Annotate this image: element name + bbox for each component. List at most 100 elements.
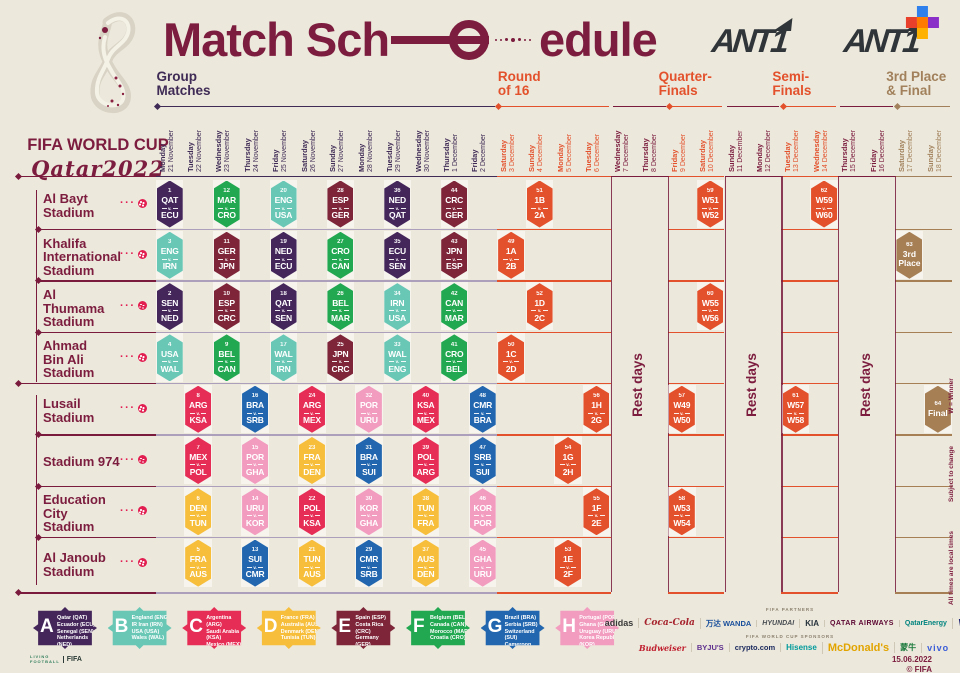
date-day: Monday [157,143,167,172]
date-column-25: Thursday 15 December [838,106,866,174]
match-number: 49 [507,239,515,246]
match-team-a: JPN [446,246,463,257]
match-team-a: QAT [275,297,292,308]
date-column-22: Monday 12 December [753,106,781,174]
vs-label: v. [361,462,377,467]
grid-top-rule [496,176,611,178]
match-number: 35 [393,239,401,246]
section-rule [726,105,780,107]
date-column-3: Wednesday 23 November [212,106,240,174]
football-icon [137,403,147,413]
match-12: 12 MAR v. CRO [213,180,240,228]
match-team-b: SEN [275,312,292,323]
match-number: 39 [422,444,430,451]
vs-label: v. [389,359,405,364]
group-teams: Brazil (BRA) Serbia (SRB) Switzerland (S… [504,615,538,655]
date-label: Sunday 4 December [527,108,554,172]
match-team-a: CRO [331,246,350,257]
date-day: Tuesday [385,142,395,172]
stadium-label-2: Khalifa International Stadium [43,235,122,278]
match-team-b: CMR [245,569,265,580]
dots-icon: ··· [120,556,136,569]
match-21: 21 TUN v. AUS [298,539,325,587]
match-number: 15 [251,444,259,451]
match-team-a: CRO [445,348,464,359]
date-label: Monday 21 November [157,108,185,172]
match-team-a: 1E [563,554,574,565]
date-label: Monday 12 December [755,108,782,172]
date-column-14: Sunday 4 December [525,106,553,174]
match-team-b: SEN [388,261,406,272]
partner-logo-kia: KIA [799,618,824,628]
row-separator [895,280,953,282]
section-rule [783,105,837,107]
match-57: 57 W49 v. W50 [668,385,695,433]
date-day: Monday [555,143,565,172]
match-team-a: SUI [248,554,262,565]
vs-label: v. [446,359,462,364]
date-value: 4 December [536,133,544,172]
row-separator [155,280,497,282]
match-number: 40 [422,393,430,400]
match-team-a: 1C [505,348,517,359]
sponsor-logo-mcd: McDonald's [821,641,894,654]
title-right: edule [539,13,658,66]
match-51: 51 1B v. 2A [526,180,553,228]
match-team-a: 1F [591,502,602,513]
match-number: 14 [251,495,259,502]
match-number: 54 [564,444,572,451]
match-7: 7 MEX v. POL [185,437,212,484]
match-34: 34 IRN v. USA [384,283,411,331]
match-team-b: CRC [217,312,236,323]
row-separator [496,434,611,436]
row-separator [667,592,725,594]
match-team-b: GHA [245,466,265,477]
match-63: 63 3rd Place [896,231,923,279]
match-team-b: CAN [217,363,236,374]
diamond-bullet-icon [14,379,22,388]
grid-top-rule [667,176,725,178]
group-badge-A: A Qatar (QAT) Ecuador (ECU) Senegal (SEN)… [33,607,97,649]
date-value: 11 December [736,130,743,172]
match-team-b: 2E [591,517,602,528]
fifa-world-cup-wordmark: FIFA WORLD CUP Qatar2022 [18,136,178,181]
date-day: Wednesday [413,130,423,172]
match-44: 44 CRC v. GER [441,180,468,228]
date-label: Saturday 3 December [499,108,526,172]
group-letter: E [338,616,352,637]
date-label: Sunday 11 December [727,108,754,172]
date-day: Sunday [328,144,338,172]
vs-label: v. [332,308,348,313]
vs-label: v. [674,513,690,518]
match-team-b: 2D [505,363,517,374]
match-17: 17 WAL v. IRN [270,334,297,382]
match-team-b: KSA [189,415,207,426]
vs-label: v. [275,206,291,211]
row-separator [895,434,953,436]
stadium-label-6: Stadium 974 [43,454,120,470]
match-team-b: GHA [359,517,379,528]
match-61: 61 W57 v. W58 [782,385,809,433]
vs-label: v. [446,257,462,262]
match-number: 42 [450,290,458,297]
match-team-b: URU [473,569,492,580]
ant1-flag-icon [773,18,793,31]
date-value: 26 November [309,129,317,172]
row-separator [38,485,156,487]
row-separator [895,229,953,231]
match-team-a: CMR [473,400,493,411]
match-number: 17 [280,341,287,348]
match-team-b: MAR [444,312,464,323]
match-team-b: ENG [388,363,407,374]
match-number: 26 [337,290,344,297]
partner-logo-wanda: 万达 WANDA [699,617,756,629]
ant1-plus-logo: ANT1 [842,6,939,60]
match-team-b: W54 [673,517,691,528]
date-label: Wednesday 23 November [214,108,241,172]
match-team-a: ESP [332,195,349,205]
match-team-b: W60 [815,210,833,220]
rest-boundary-line [781,176,783,593]
match-team-a: ECU [388,246,407,257]
match-number: 28 [337,188,344,194]
date-column-6: Saturday 26 November [298,106,326,174]
